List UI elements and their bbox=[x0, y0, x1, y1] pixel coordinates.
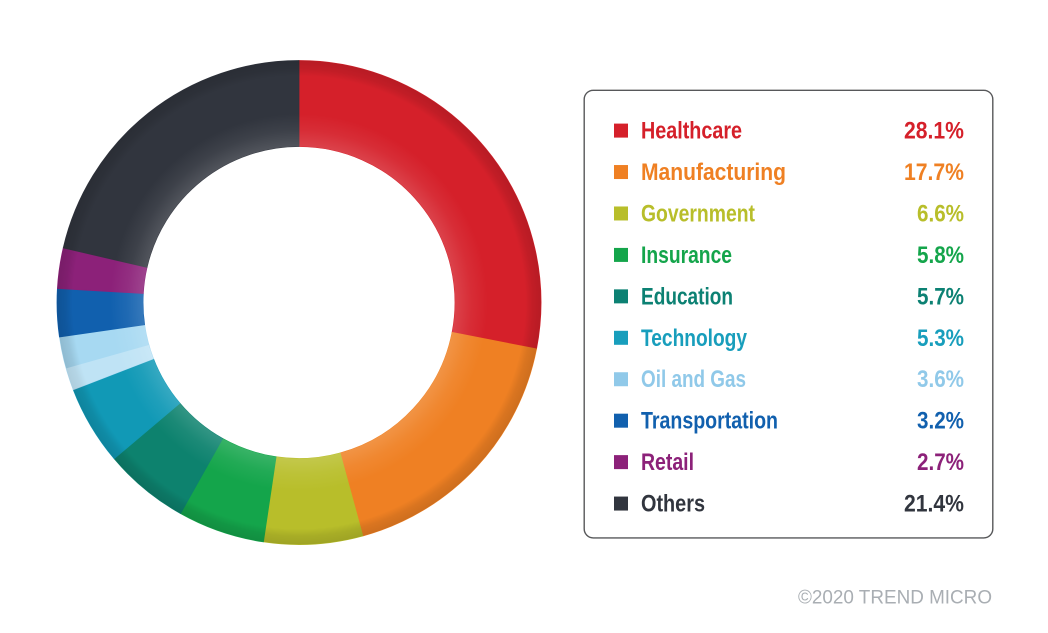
svg-text:21.4%: 21.4% bbox=[904, 491, 964, 518]
svg-text:Education: Education bbox=[641, 283, 733, 310]
svg-text:Transportation: Transportation bbox=[641, 408, 778, 435]
svg-text:Oil and Gas: Oil and Gas bbox=[641, 366, 746, 393]
svg-text:Manufacturing: Manufacturing bbox=[641, 159, 786, 186]
svg-text:3.2%: 3.2% bbox=[917, 408, 964, 435]
svg-text:3.6%: 3.6% bbox=[917, 366, 964, 393]
svg-text:©2020 TREND MICRO: ©2020 TREND MICRO bbox=[798, 587, 992, 609]
svg-text:28.1%: 28.1% bbox=[904, 118, 964, 145]
svg-text:6.6%: 6.6% bbox=[917, 200, 964, 227]
svg-text:2.7%: 2.7% bbox=[917, 449, 964, 476]
svg-text:5.8%: 5.8% bbox=[917, 242, 964, 269]
svg-text:Retail: Retail bbox=[641, 449, 694, 476]
svg-text:Technology: Technology bbox=[641, 325, 748, 352]
svg-text:Insurance: Insurance bbox=[641, 242, 732, 269]
svg-text:Healthcare: Healthcare bbox=[641, 118, 742, 145]
svg-text:Others: Others bbox=[641, 491, 705, 518]
svg-text:5.7%: 5.7% bbox=[917, 283, 964, 310]
svg-text:Government: Government bbox=[641, 200, 755, 227]
svg-text:5.3%: 5.3% bbox=[917, 325, 964, 352]
svg-text:17.7%: 17.7% bbox=[904, 159, 964, 186]
